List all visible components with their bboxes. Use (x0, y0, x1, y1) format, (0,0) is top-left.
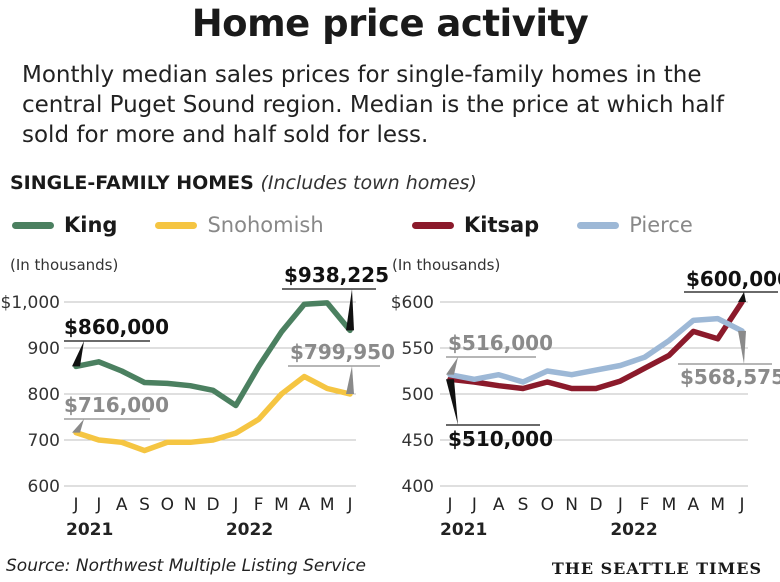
annotation-label-0-3: $799,950 (290, 340, 395, 364)
ytick-label-0-2: 800 (28, 385, 60, 405)
series-line-king (73, 300, 353, 409)
xtick-label-0-10: A (299, 495, 311, 515)
xtick-label-0-12: J (346, 495, 352, 515)
xtick-label-0-1: J (95, 495, 101, 515)
unit-label-right: (In thousands) (392, 256, 501, 274)
annotation-label-1-0: $516,000 (448, 331, 553, 355)
ytick-label-1-2: 500 (402, 385, 434, 405)
xtick-label-1-9: M (662, 495, 677, 515)
unit-label-left: (In thousands) (10, 256, 119, 274)
annotation-label-0-1: $716,000 (64, 393, 169, 417)
xtick-label-0-11: M (320, 495, 335, 515)
annotation-pointer-1-0 (446, 357, 458, 375)
section-heading: SINGLE-FAMILY HOMES (Includes town homes… (10, 172, 477, 194)
ytick-label-0-1: 900 (28, 339, 60, 359)
xtick-label-1-3: S (518, 495, 529, 515)
source-note: Source: Northwest Multiple Listing Servi… (6, 556, 366, 576)
annotation-pointer-1-3 (738, 330, 746, 364)
xtick-label-0-8: F (254, 495, 264, 515)
brand-logo: THE SEATTLE TIMES (551, 559, 762, 578)
section-note: (Includes town homes) (260, 172, 477, 194)
annotation-pointer-0-2 (346, 289, 354, 331)
ytick-label-1-4: 400 (402, 477, 434, 497)
ytick-label-1-1: 550 (402, 339, 434, 359)
xtick-label-0-2: A (116, 495, 128, 515)
legend-label-kitsap: Kitsap (464, 213, 540, 237)
xtick-label-1-10: A (688, 495, 700, 515)
annotation-pointer-1-2 (738, 292, 746, 302)
annotation-pointer-1-1 (446, 379, 458, 425)
annotation-label-1-1: $510,000 (448, 427, 553, 451)
annotation-label-0-0: $860,000 (64, 315, 169, 339)
annotation-pointer-0-1 (72, 419, 84, 433)
legend-right: Kitsap Pierce (412, 213, 731, 237)
legend-swatch-snohomish (155, 221, 198, 229)
chart-title: Home price activity (191, 2, 589, 45)
series-line-pierce (447, 315, 745, 385)
xtick-label-0-7: J (232, 495, 238, 515)
xtick-label-0-9: M (274, 495, 289, 515)
year-label-1-1: 2022 (610, 520, 657, 540)
xtick-label-1-6: D (589, 495, 602, 515)
section-label: SINGLE-FAMILY HOMES (10, 172, 254, 194)
annotation-label-0-2: $938,225 (284, 263, 389, 287)
xtick-label-1-5: N (565, 495, 578, 515)
xtick-label-0-5: N (184, 495, 197, 515)
xtick-label-1-0: J (446, 495, 452, 515)
annotation-pointer-0-3 (346, 366, 354, 395)
annotation-label-1-2: $600,000 (686, 267, 780, 291)
xtick-label-1-2: A (493, 495, 505, 515)
xtick-label-0-6: D (206, 495, 219, 515)
xtick-label-0-4: O (161, 495, 174, 515)
chart-subtitle: Monthly median sales prices for single-f… (22, 62, 725, 148)
legend-left: King Snohomish (12, 213, 362, 237)
series-line-kitsap (447, 299, 745, 392)
xtick-label-1-8: F (640, 495, 650, 515)
legend-label-king: King (64, 213, 118, 237)
xtick-label-1-12: J (738, 495, 744, 515)
xtick-label-1-7: J (617, 495, 623, 515)
xtick-label-0-0: J (72, 495, 78, 515)
series-line-snohomish (73, 373, 353, 454)
legend-label-pierce: Pierce (629, 213, 693, 237)
year-label-0-0: 2021 (66, 520, 113, 540)
ytick-label-0-4: 600 (28, 477, 60, 497)
ytick-label-1-0: $600 (391, 293, 434, 313)
annotation-pointer-0-0 (72, 341, 84, 367)
xtick-label-1-11: M (710, 495, 725, 515)
ytick-label-0-3: 700 (28, 431, 60, 451)
legend-label-snohomish: Snohomish (207, 213, 324, 237)
ytick-label-0-0: $1,000 (1, 293, 60, 313)
xtick-label-0-3: S (139, 495, 150, 515)
legend-swatch-king (12, 221, 54, 229)
ytick-label-1-3: 450 (402, 431, 434, 451)
annotation-label-1-3: $568,575 (680, 365, 780, 389)
legend-swatch-pierce (577, 221, 620, 229)
year-label-0-1: 2022 (226, 520, 273, 540)
legend-swatch-kitsap (412, 221, 454, 229)
xtick-label-1-1: J (471, 495, 477, 515)
year-label-1-0: 2021 (440, 520, 487, 540)
xtick-label-1-4: O (541, 495, 554, 515)
